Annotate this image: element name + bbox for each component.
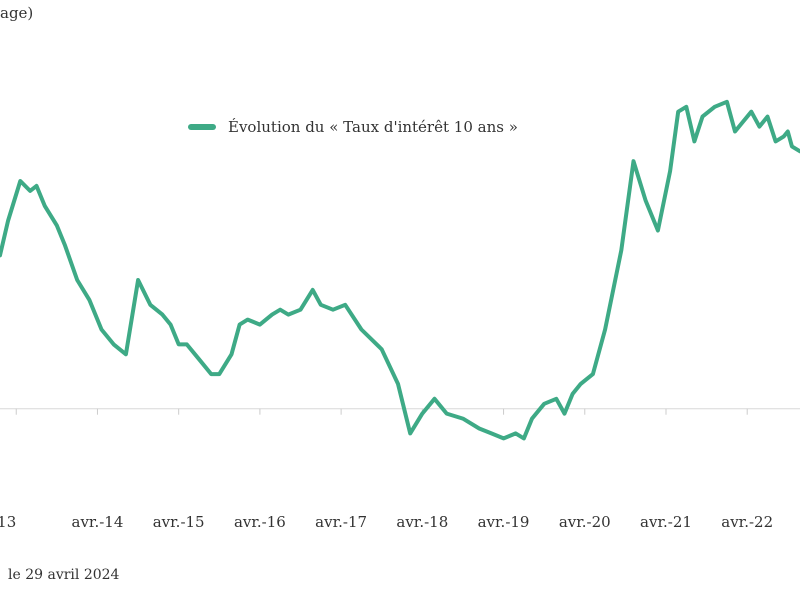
x-axis-tick-labels: -13 avr.-14 avr.-15 avr.-16 avr.-17 avr.-18 av…: [0, 513, 773, 531]
x-tick-label: -13: [0, 513, 16, 531]
x-tick-label: avr.-15: [153, 513, 205, 531]
x-axis-ticks: [15, 408, 748, 415]
x-tick-label: avr.-14: [72, 513, 124, 531]
legend-label: Évolution du « Taux d'intérêt 10 ans »: [228, 118, 518, 136]
series-line-taux-10-ans: [0, 99, 800, 441]
x-tick-label: avr.-22: [721, 513, 773, 531]
x-tick-label: avr.-20: [559, 513, 611, 531]
legend-swatch: [188, 124, 216, 130]
x-tick-label: avr.-16: [234, 513, 286, 531]
x-tick-label: avr.-18: [396, 513, 448, 531]
x-tick-label: avr.-17: [315, 513, 367, 531]
y-axis-label: age): [0, 4, 34, 22]
x-tick-label: avr.-21: [640, 513, 692, 531]
footnote: le 29 avril 2024: [8, 567, 120, 583]
legend: Évolution du « Taux d'intérêt 10 ans »: [188, 118, 518, 136]
x-tick-label: avr.-19: [478, 513, 530, 531]
